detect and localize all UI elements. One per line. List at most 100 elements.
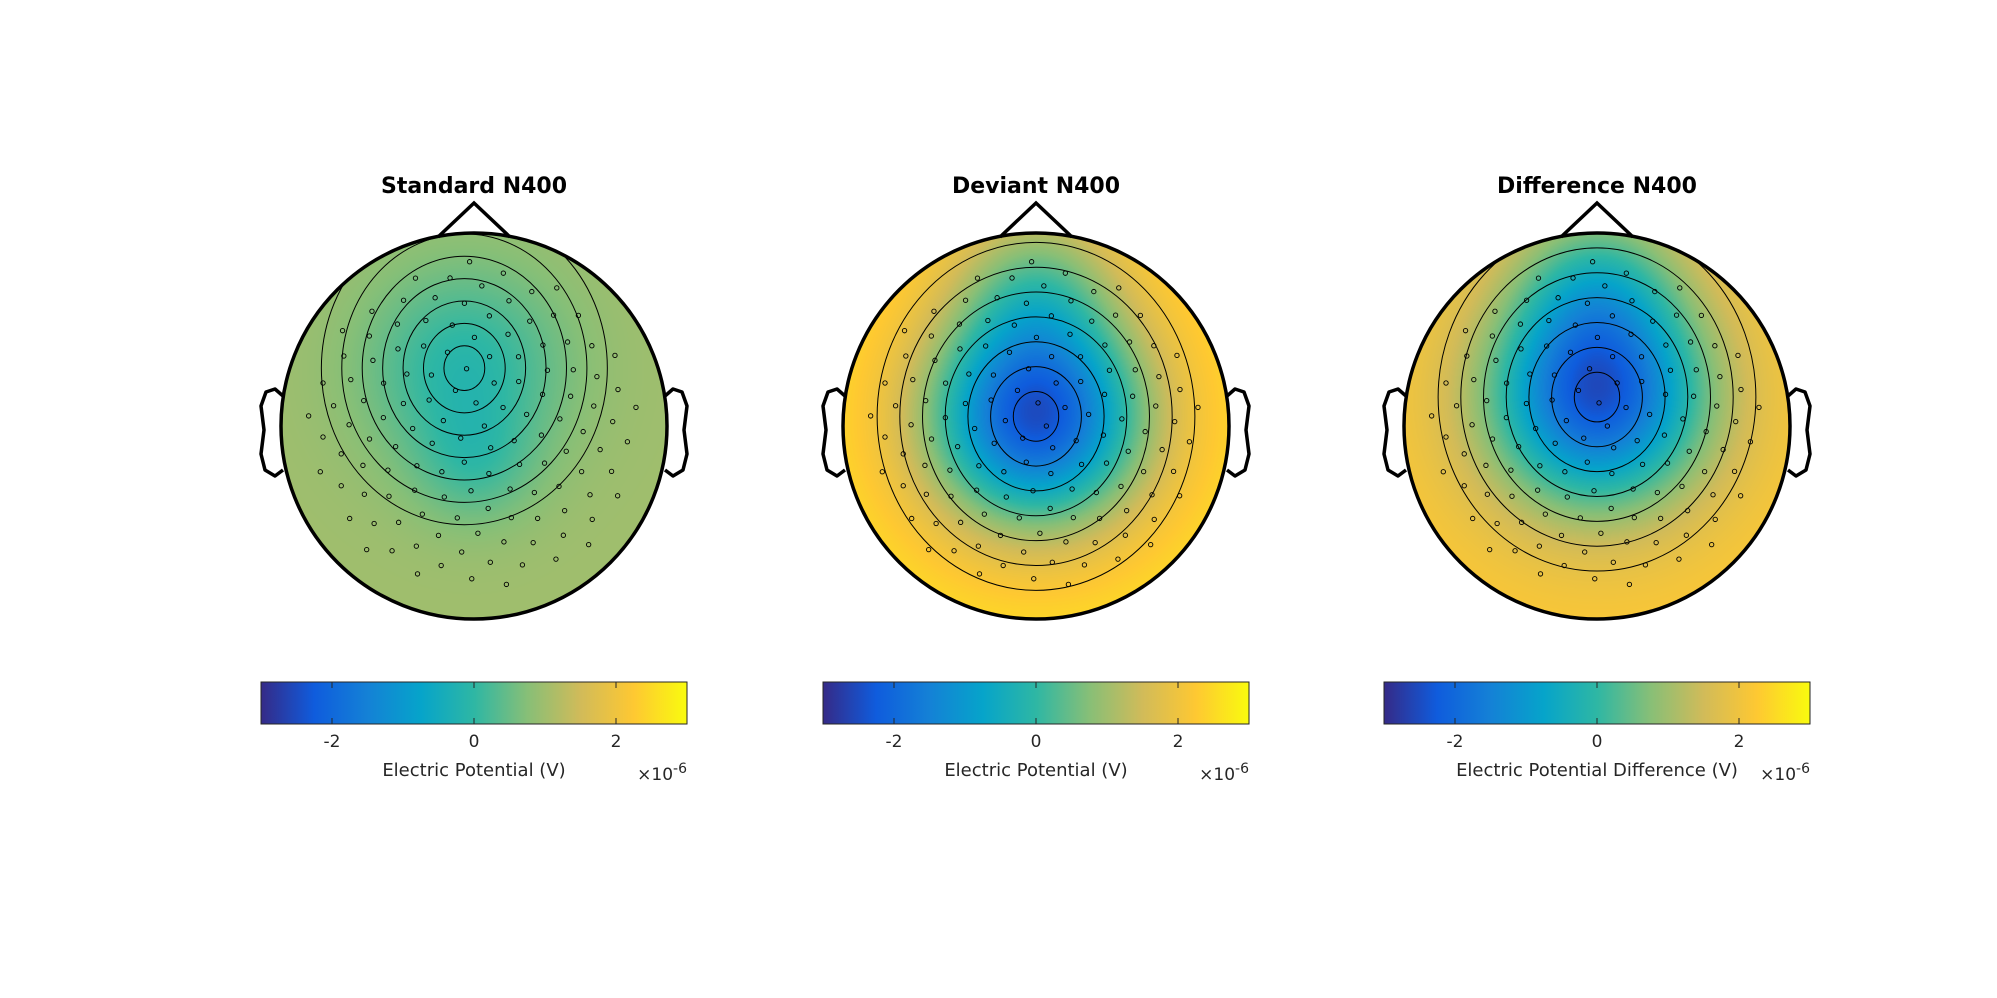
contour-line [361, 255, 567, 481]
electrode-marker [1609, 470, 1615, 477]
electrode-marker [1535, 275, 1542, 281]
electrode-marker [923, 397, 929, 404]
electrode-marker [410, 425, 416, 432]
electrode-marker [1687, 339, 1694, 345]
electrode-marker [1069, 486, 1075, 492]
electrode-marker [1093, 489, 1100, 496]
electrode-marker [1461, 483, 1467, 489]
electrode-marker [1735, 352, 1741, 359]
scalp-potential-map [281, 233, 667, 619]
electrode-marker [479, 283, 485, 289]
electrode-marker [1546, 317, 1552, 324]
electrode-marker [1085, 411, 1092, 418]
electrode-marker [1453, 403, 1460, 409]
electrode-marker [1089, 318, 1095, 324]
scalp-potential-map [1404, 233, 1790, 619]
electrode-marker [948, 493, 954, 499]
electrode-marker [1142, 428, 1148, 435]
electrode-marker [1596, 400, 1602, 406]
electrode-marker [1118, 483, 1124, 490]
electrode-marker [1544, 343, 1550, 349]
electrode-marker [1638, 354, 1645, 360]
electrode-marker [1503, 414, 1510, 421]
electrode-marker [1469, 422, 1475, 428]
electrode-marker [563, 448, 569, 454]
electrode-marker [441, 494, 447, 500]
electrode-marker [380, 414, 387, 421]
electrode-marker [1037, 530, 1043, 536]
colorbar-label: Electric Potential Difference (V) [1456, 760, 1738, 781]
electrode-marker [1177, 386, 1183, 393]
electrode-marker [534, 515, 541, 522]
colorbar-tick-label: 2 [611, 732, 622, 752]
electrode-marker [1067, 331, 1073, 337]
colorbar-label: Electric Potential (V) [382, 760, 565, 781]
electrode-marker [1153, 403, 1159, 409]
electrode-marker [1464, 353, 1470, 359]
electrode-marker [1195, 404, 1201, 411]
electrode-marker [1662, 391, 1669, 397]
electrode-marker [338, 483, 344, 489]
left-ear-outline [259, 387, 285, 478]
electrode-marker [1679, 483, 1685, 490]
electrode-marker [1172, 418, 1178, 425]
contour-line [876, 241, 1196, 591]
colorbar: -2 0 2 [260, 681, 688, 752]
colorbar-tick-label: 2 [1173, 732, 1184, 752]
electrode-marker [951, 548, 957, 554]
electrode-marker [1116, 285, 1122, 291]
electrode-marker [892, 403, 899, 409]
electrode-marker [444, 349, 451, 355]
electrode-marker [570, 367, 576, 373]
electrode-marker [1115, 556, 1121, 562]
electrode-marker [1664, 460, 1671, 466]
electrode-marker [1534, 487, 1541, 493]
electrode-marker [1561, 562, 1567, 569]
electrode-marker [411, 487, 418, 493]
electrode-marker [1091, 288, 1097, 295]
electrode-marker [306, 413, 312, 419]
electrode-marker [1033, 334, 1040, 341]
electrode-marker [1533, 425, 1539, 432]
electrode-marker [452, 387, 459, 393]
electrode-marker [575, 312, 582, 319]
electrode-marker [1657, 515, 1664, 522]
electrode-marker [413, 543, 419, 549]
electrode-marker [1584, 300, 1591, 306]
electrode-marker [560, 532, 566, 538]
electrode-marker [1119, 416, 1125, 422]
electrode-marker [1517, 321, 1524, 327]
electrode-marker [981, 511, 987, 517]
electrode-marker [500, 270, 506, 276]
electrode-marker [1516, 444, 1522, 450]
electrode-marker [395, 519, 402, 525]
electrode-marker [973, 487, 980, 493]
contour-line [1437, 233, 1757, 572]
electrode-marker [1016, 515, 1022, 521]
electrode-marker [1014, 387, 1021, 393]
electrode-marker [466, 259, 473, 265]
electrode-marker [1756, 404, 1762, 411]
electrode-marker [1041, 283, 1047, 289]
electrode-marker [1523, 297, 1530, 303]
electrode-marker [597, 446, 603, 453]
electrode-marker [1650, 318, 1656, 324]
electrode-marker [633, 404, 639, 411]
electrode-marker [507, 486, 513, 492]
electrode-marker [557, 416, 563, 422]
electrode-marker [486, 313, 493, 319]
electrode-marker [463, 366, 470, 372]
contour-line [320, 233, 608, 526]
electrode-marker [419, 511, 425, 517]
right-ear-outline [663, 387, 689, 478]
colorbar-gradient [1383, 681, 1811, 725]
electrode-marker [386, 493, 392, 499]
electrode-marker [1021, 549, 1027, 555]
electrode-marker [361, 397, 367, 404]
electrode-marker [1667, 367, 1674, 373]
electrode-marker [1564, 494, 1570, 500]
electrode-marker [1470, 515, 1476, 522]
electrode-marker [947, 467, 953, 473]
electrode-marker [594, 374, 600, 380]
electrode-marker [366, 333, 372, 339]
